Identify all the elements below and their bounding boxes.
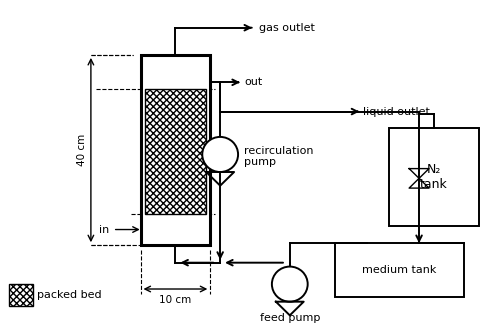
- Bar: [389, 128, 479, 226]
- Text: medium tank: medium tank: [362, 265, 437, 275]
- Text: out: out: [244, 77, 262, 87]
- Bar: [144, 89, 206, 214]
- Bar: [10, 284, 33, 305]
- Text: 27 cm: 27 cm: [159, 135, 170, 168]
- Text: 10 cm: 10 cm: [159, 295, 192, 305]
- Text: gas outlet: gas outlet: [259, 23, 315, 33]
- Circle shape: [272, 267, 308, 302]
- Text: in: in: [99, 225, 109, 234]
- Circle shape: [202, 137, 238, 172]
- Text: packed bed: packed bed: [37, 290, 102, 300]
- Text: recirculation
pump: recirculation pump: [244, 146, 313, 167]
- Text: N₂
tank: N₂ tank: [420, 163, 448, 191]
- Text: liquid outlet: liquid outlet: [363, 107, 430, 117]
- Bar: [141, 55, 210, 245]
- Text: 40 cm: 40 cm: [77, 134, 87, 166]
- Text: feed pump: feed pump: [260, 313, 320, 323]
- Bar: [334, 243, 464, 297]
